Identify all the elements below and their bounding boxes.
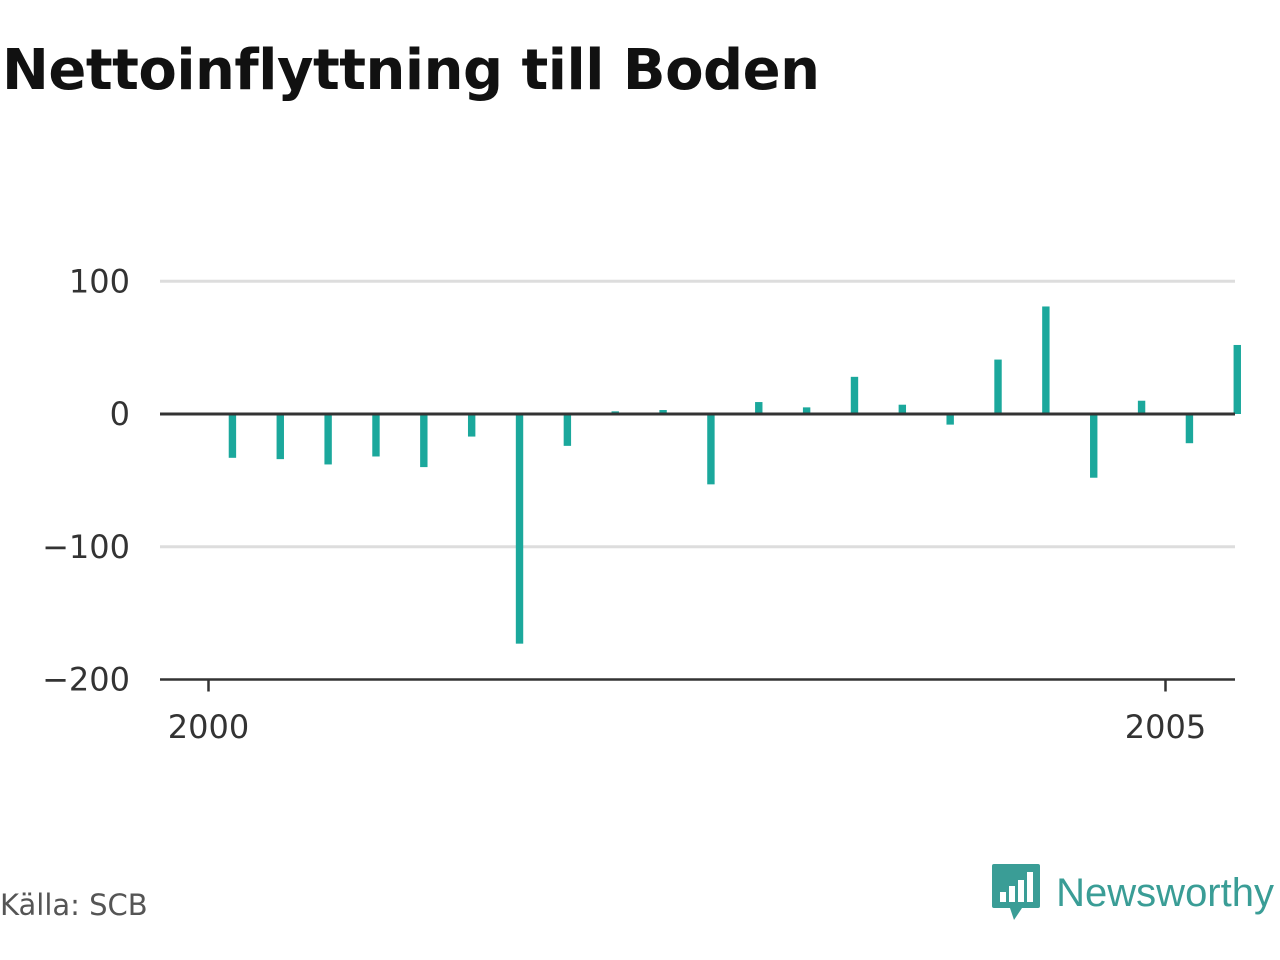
bar	[850, 376, 859, 414]
brand-name: Newsworthy	[1056, 870, 1274, 915]
bar	[372, 414, 380, 457]
bar	[563, 414, 572, 446]
bar	[276, 414, 284, 460]
bar	[802, 407, 811, 414]
bar	[659, 410, 667, 414]
bar	[994, 359, 1002, 414]
bar	[228, 414, 237, 458]
bar	[324, 414, 332, 465]
bar	[755, 402, 763, 414]
bar	[1090, 414, 1098, 478]
bar	[420, 414, 428, 468]
bar	[1233, 344, 1241, 414]
bar	[707, 414, 715, 485]
bar	[898, 404, 907, 414]
brand-logo[interactable]: Newsworthy	[990, 862, 1274, 924]
bar	[946, 414, 954, 425]
bar	[467, 414, 476, 437]
bar	[1042, 306, 1050, 414]
bar	[1137, 400, 1146, 414]
y-tick-label: 100	[69, 262, 130, 300]
x-tick-label: 2000	[168, 708, 249, 746]
x-tick-label: 2005	[1125, 708, 1206, 746]
y-tick-label: −200	[42, 661, 130, 699]
bar	[515, 414, 524, 644]
chart-title: Nettoinflyttning till Boden	[2, 38, 820, 103]
source-label: Källa: SCB	[0, 888, 148, 922]
bar-chart-speech-bubble-icon	[992, 864, 1041, 920]
y-tick-label: −100	[42, 528, 130, 566]
y-tick-label: 0	[110, 395, 130, 433]
bar	[1185, 414, 1194, 444]
